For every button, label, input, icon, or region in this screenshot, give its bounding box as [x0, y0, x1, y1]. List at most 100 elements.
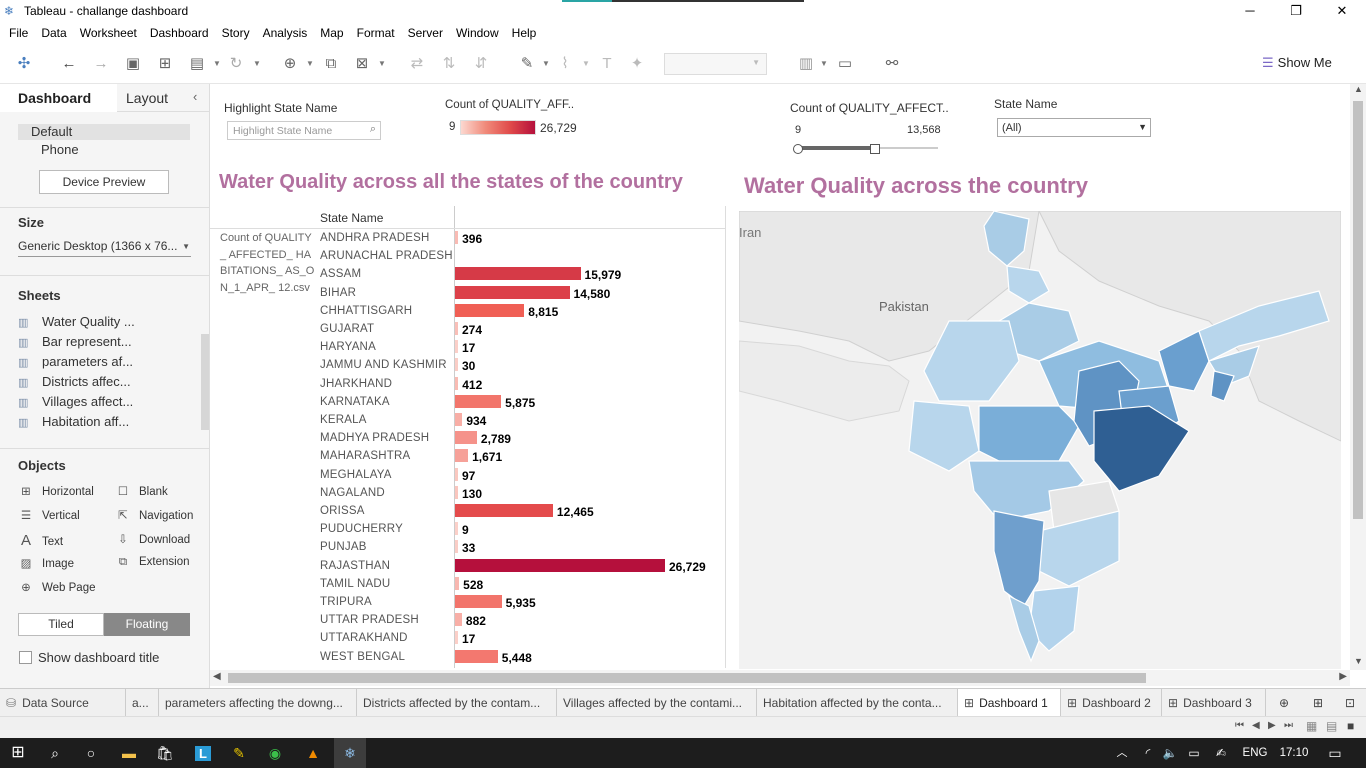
bar-mark[interactable] — [455, 340, 458, 354]
bar-mark[interactable] — [455, 449, 469, 463]
menu-story[interactable]: Story — [221, 26, 250, 40]
file-explorer-icon[interactable]: ▬ — [122, 745, 136, 761]
tab-parameters[interactable]: parameters affecting the downg... — [159, 689, 357, 717]
bar-row[interactable]: ASSAM 15,979 — [210, 266, 730, 284]
close-button[interactable]: ✕ — [1336, 3, 1348, 18]
floating-button[interactable]: Floating — [104, 613, 190, 636]
swap-icon[interactable]: ⇄ — [410, 55, 424, 72]
menu-worksheet[interactable]: Worksheet — [79, 26, 137, 40]
bar-mark[interactable] — [455, 303, 525, 317]
bar-row[interactable]: UTTAR PRADESH 882 — [210, 612, 730, 630]
bar-row[interactable]: PUDUCHERRY 9 — [210, 521, 730, 539]
save-icon[interactable]: ▣ — [125, 55, 141, 72]
battery-icon[interactable]: ▭ — [1188, 746, 1200, 760]
bar-mark[interactable] — [455, 358, 458, 372]
object-blank[interactable]: ☐ Blank — [115, 484, 168, 498]
bar-mark[interactable] — [455, 558, 665, 572]
menu-server[interactable]: Server — [407, 26, 443, 40]
bar-row[interactable]: HARYANA 17 — [210, 339, 730, 357]
search-icon[interactable]: ⌕ — [51, 745, 59, 761]
highlight-icon[interactable]: ✎ — [520, 55, 534, 72]
share-icon[interactable]: ⚯ — [885, 55, 899, 72]
bar-mark[interactable] — [455, 394, 502, 408]
refresh-icon[interactable]: ↻ — [229, 55, 243, 72]
bar-row[interactable]: ARUNACHAL PRADESH — [210, 248, 730, 266]
group-icon[interactable]: ⌇ — [561, 55, 569, 72]
collapse-pane-icon[interactable]: ‹ — [193, 89, 198, 104]
tab-dashboard-3[interactable]: ⊞ Dashboard 3 — [1162, 689, 1266, 717]
menu-dashboard[interactable]: Dashboard — [149, 26, 209, 40]
bar-row[interactable]: MAHARASHTRA 1,671 — [210, 448, 730, 466]
prev-sheet-icon[interactable]: ◀ — [1252, 720, 1260, 731]
sheet-item[interactable]: ▥ parameters af... — [18, 354, 133, 369]
vertical-scrollbar[interactable]: ▲ ▼ — [1350, 84, 1366, 670]
bar-mark[interactable] — [455, 267, 581, 281]
bar-row[interactable]: ORISSA 12,465 — [210, 503, 730, 521]
object-vertical[interactable]: ☰ Vertical — [18, 508, 80, 522]
sheet-item[interactable]: ▥ Villages affect... — [18, 394, 133, 409]
bar-row[interactable]: WEST BENGAL 5,448 — [210, 649, 730, 667]
menu-data[interactable]: Data — [41, 26, 67, 40]
tab-dashboard-2[interactable]: ⊞ Dashboard 2 — [1061, 689, 1162, 717]
bar-mark[interactable] — [455, 467, 458, 481]
device-default-row[interactable]: Default — [18, 124, 190, 140]
show-me-button[interactable]: ☰ Show Me — [1262, 55, 1332, 71]
menu-window[interactable]: Window — [455, 26, 499, 40]
new-data-source-icon[interactable]: ⊞ — [158, 55, 172, 72]
first-sheet-icon[interactable]: ⏮ — [1235, 720, 1244, 731]
filmstrip-icon[interactable]: ▤ — [1326, 719, 1338, 733]
minimize-button[interactable]: ─ — [1245, 3, 1255, 18]
count-slider-min-handle[interactable] — [793, 144, 803, 154]
bar-mark[interactable] — [455, 285, 570, 299]
bar-mark[interactable] — [455, 576, 460, 590]
object-text[interactable]: A Text — [18, 532, 63, 549]
bar-mark[interactable] — [455, 522, 458, 536]
cortana-icon[interactable]: ○ — [86, 745, 96, 761]
horizontal-scrollbar[interactable]: ◀ ▶ — [210, 670, 1350, 686]
bar-mark[interactable] — [455, 540, 458, 554]
bar-mark[interactable] — [455, 649, 498, 663]
scroll-left-icon[interactable]: ◀ — [213, 671, 221, 682]
size-dropdown[interactable]: Generic Desktop (1366 x 76... ▼ — [18, 239, 191, 257]
show-cards-icon[interactable]: ▥ — [798, 55, 814, 72]
bar-row[interactable]: UTTARAKHAND 17 — [210, 630, 730, 648]
duplicate-sheet-icon[interactable]: ⧉ — [325, 55, 337, 72]
sort-ascending-icon[interactable]: ⇅ — [442, 55, 456, 72]
store-icon[interactable]: 🛍 — [156, 745, 174, 761]
new-worksheet-tab-icon[interactable]: ⊕ — [1278, 696, 1290, 710]
highlight-state-input[interactable]: Highlight State Name ⌕ — [227, 121, 381, 140]
bar-row[interactable]: PUNJAB 33 — [210, 539, 730, 557]
menu-analysis[interactable]: Analysis — [262, 26, 308, 40]
undo-icon[interactable]: ← — [61, 55, 77, 72]
bar-mark[interactable] — [455, 322, 458, 335]
fit-dropdown[interactable]: ▼ — [664, 53, 767, 75]
chevron-down-icon[interactable]: ▼ — [542, 59, 550, 68]
chevron-down-icon[interactable]: ▼ — [378, 59, 386, 68]
bar-row[interactable]: KERALA 934 — [210, 412, 730, 430]
sticky-app-icon[interactable]: ✎ — [233, 745, 245, 761]
bar-mark[interactable] — [455, 613, 462, 627]
object-horizontal[interactable]: ⊞ Horizontal — [18, 484, 94, 498]
new-worksheet-icon[interactable]: ⊕ — [283, 55, 297, 72]
sheet-item[interactable]: ▥ Habitation aff... — [18, 414, 129, 429]
bar-row[interactable]: BIHAR 14,580 — [210, 285, 730, 303]
sheet-item[interactable]: ▥ Bar represent... — [18, 334, 132, 349]
object-download[interactable]: ⇩ Download — [115, 532, 190, 546]
notification-icon[interactable]: ▭ — [1328, 745, 1342, 761]
bar-mark[interactable] — [455, 631, 458, 645]
sheet-item[interactable]: ▥ Districts affec... — [18, 374, 131, 389]
vlc-icon[interactable]: ▲ — [306, 745, 320, 761]
bar-row[interactable]: MADHYA PRADESH 2,789 — [210, 430, 730, 448]
bar-mark[interactable] — [455, 485, 458, 499]
menu-map[interactable]: Map — [320, 26, 344, 40]
map-view[interactable]: Iran Pakistan — [739, 211, 1341, 669]
tabs-view-icon[interactable]: ■ — [1347, 719, 1355, 733]
horizontal-scroll-thumb[interactable] — [228, 673, 1146, 683]
count-slider-max-handle[interactable] — [870, 144, 880, 154]
sheet-sorter-icon[interactable]: ▦ — [1306, 719, 1318, 733]
scroll-right-icon[interactable]: ▶ — [1339, 671, 1347, 682]
state-dropdown[interactable]: (All) ▼ — [997, 118, 1151, 137]
show-title-checkbox[interactable] — [19, 651, 32, 664]
bar-mark[interactable] — [455, 504, 553, 517]
tray-chevron-icon[interactable]: ︿ — [1116, 747, 1128, 759]
